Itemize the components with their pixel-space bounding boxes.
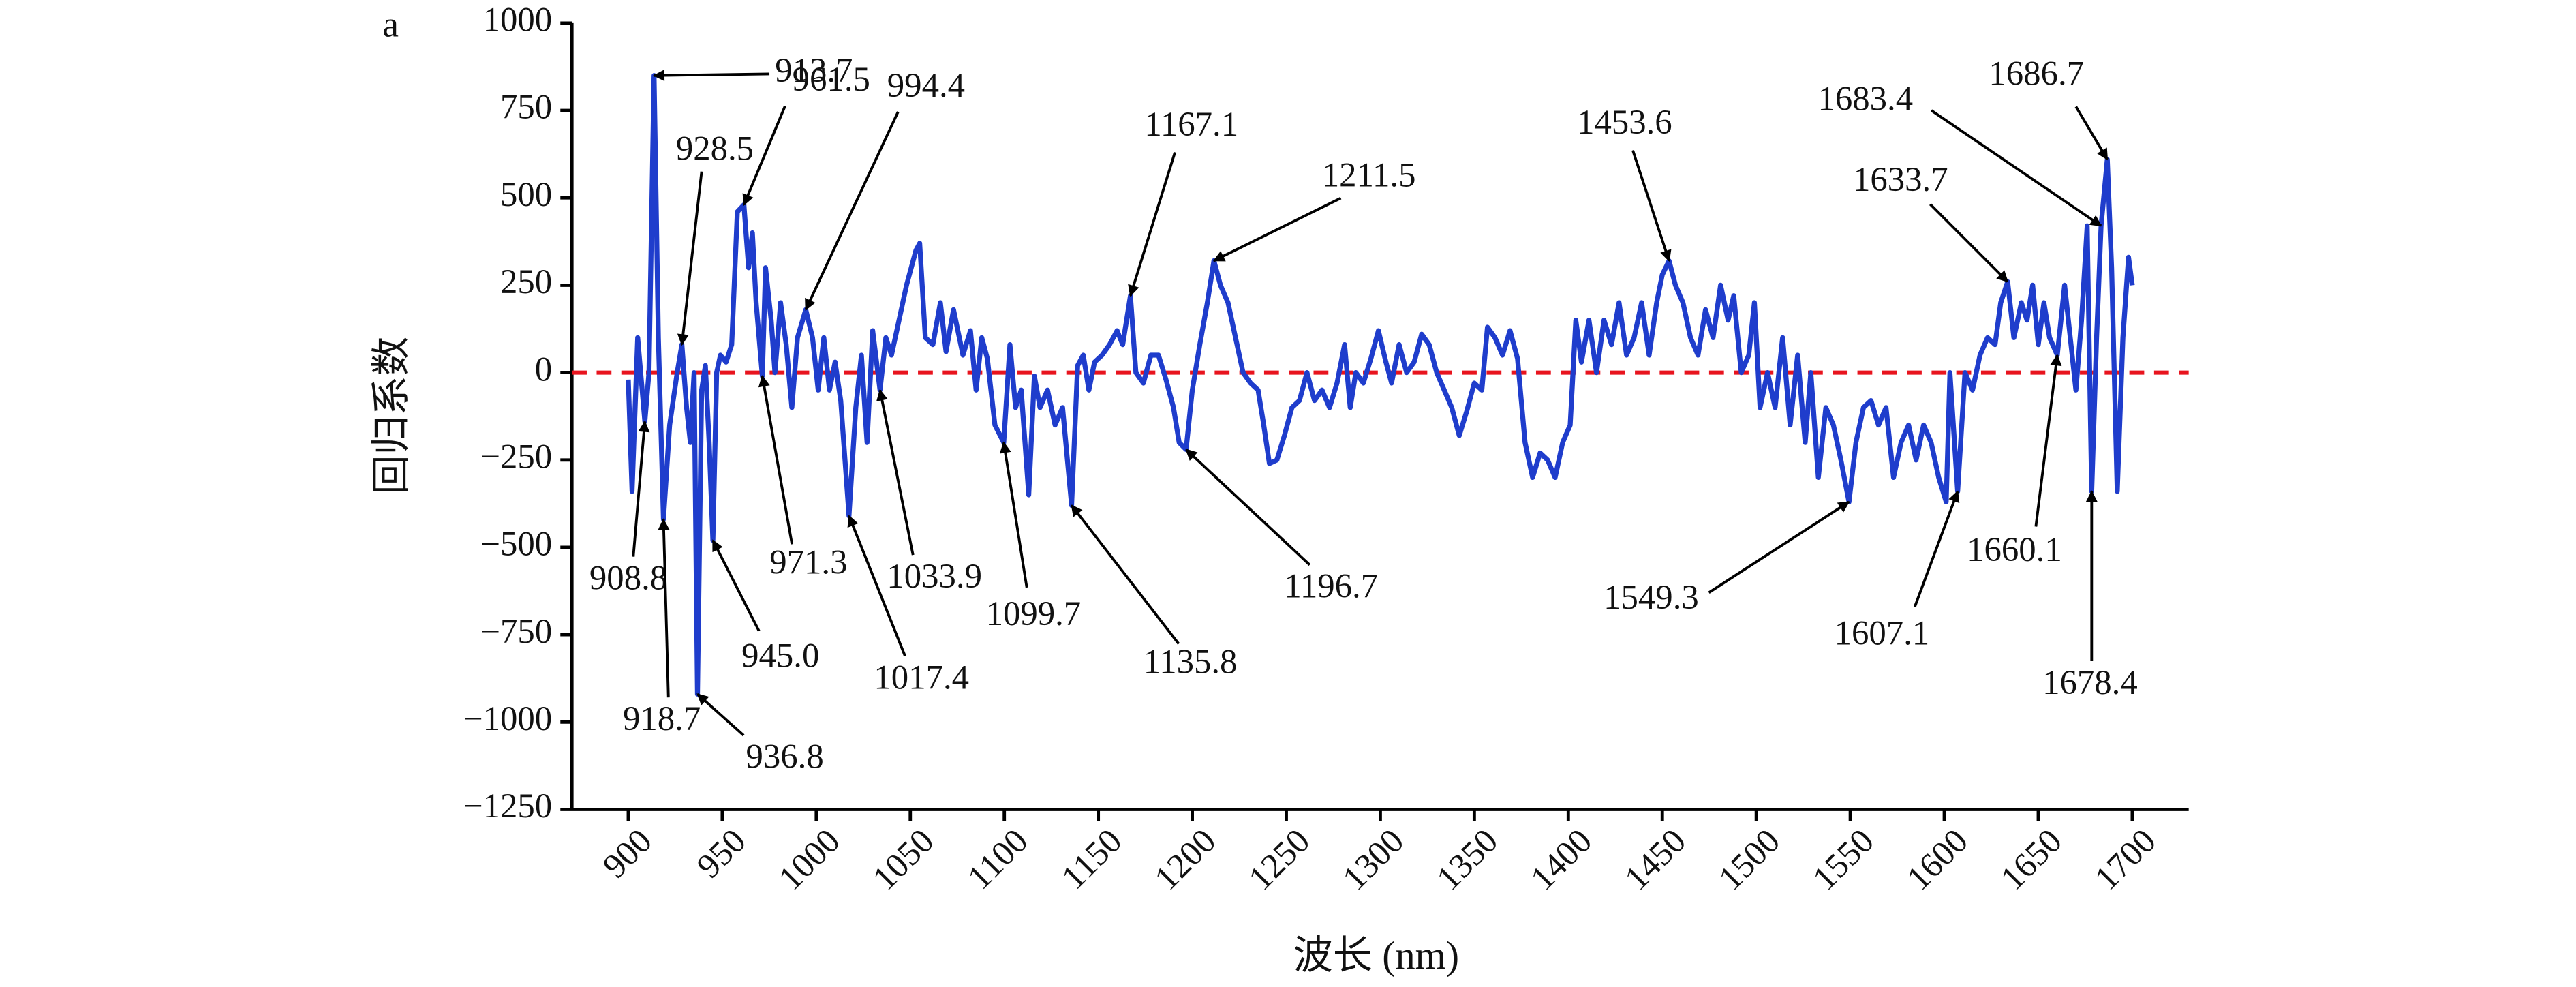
annotation-arrow xyxy=(1708,500,1850,594)
x-tick-label: 1400 xyxy=(1523,821,1599,897)
x-tick-label: 1200 xyxy=(1147,821,1223,897)
x-tick-label: 1600 xyxy=(1899,821,1975,897)
annotation-arrow xyxy=(1930,109,2102,227)
annotation-arrow xyxy=(847,515,906,657)
x-tick-label: 1500 xyxy=(1711,821,1787,897)
y-tick-label: −1000 xyxy=(463,699,552,738)
x-tick-label: 1350 xyxy=(1429,821,1505,897)
x-tick-label: 900 xyxy=(596,821,659,885)
annotation-label: 1678.4 xyxy=(2042,663,2138,701)
x-tick-label: 1450 xyxy=(1617,821,1693,897)
annotation-label: 936.8 xyxy=(746,738,824,776)
y-tick-label: 250 xyxy=(500,262,552,301)
annotation-arrow xyxy=(758,375,794,545)
annotation-label: 994.4 xyxy=(887,66,965,104)
y-tick-label: 1000 xyxy=(483,1,553,39)
annotation-arrow xyxy=(696,693,745,737)
panel-label: a xyxy=(382,4,399,44)
x-tick-label: 1300 xyxy=(1335,821,1411,897)
annotation-arrow xyxy=(658,518,670,698)
annotation-label: 1633.7 xyxy=(1853,160,1948,198)
annotation-label: 1660.1 xyxy=(1967,530,2062,568)
annotation-arrow xyxy=(2074,106,2109,161)
x-tick-label: 1250 xyxy=(1241,821,1317,897)
y-tick-label: −750 xyxy=(480,612,552,650)
coefficient-line xyxy=(626,73,2135,697)
annotation-arrow xyxy=(804,111,900,311)
annotation-label: 913.7 xyxy=(775,51,853,89)
annotation-label: 1549.3 xyxy=(1604,578,1699,616)
x-tick-label: 1650 xyxy=(1993,821,2069,897)
annotation-arrow xyxy=(876,389,915,556)
annotation-label: 928.5 xyxy=(676,129,754,167)
annotation-arrow xyxy=(632,420,650,557)
y-tick-label: −250 xyxy=(480,437,552,475)
annotation-label: 1453.6 xyxy=(1577,103,1672,141)
annotation-label: 1167.1 xyxy=(1144,105,1238,143)
y-tick-label: −1250 xyxy=(463,787,552,825)
annotation-arrow xyxy=(1212,196,1342,262)
annotation-arrow xyxy=(1913,490,1960,607)
annotation-label: 918.7 xyxy=(623,699,701,738)
annotation-label: 961.5 xyxy=(793,60,870,98)
x-tick-label: 950 xyxy=(689,821,752,885)
annotation-arrow xyxy=(1929,203,2009,283)
annotation-label: 1683.4 xyxy=(1818,80,1913,118)
annotation-label: 1607.1 xyxy=(1835,613,1930,652)
x-axis-label: 波长 (nm) xyxy=(1293,933,1459,977)
annotation-arrow xyxy=(711,539,761,632)
x-tick-label: 1700 xyxy=(2087,821,2163,897)
x-tick-label: 1000 xyxy=(771,821,846,897)
annotation-arrow xyxy=(1631,149,1672,262)
y-tick-label: 500 xyxy=(500,175,552,213)
y-tick-label: 0 xyxy=(535,350,552,388)
annotation-label: 1033.9 xyxy=(887,557,982,595)
y-axis-label: 回归系数 xyxy=(369,336,414,494)
x-tick-label: 1050 xyxy=(865,821,940,897)
annotation-label: 1017.4 xyxy=(874,658,969,696)
x-tick-label: 1100 xyxy=(960,821,1035,896)
annotation-arrow xyxy=(2034,354,2062,527)
annotation-label: 1135.8 xyxy=(1144,643,1238,681)
x-tick-label: 1550 xyxy=(1805,821,1881,897)
annotation-arrow xyxy=(677,171,703,346)
x-tick-label: 1150 xyxy=(1054,821,1129,896)
annotation-label: 971.3 xyxy=(769,543,847,581)
annotation-arrow xyxy=(1128,151,1176,297)
annotation-label: 908.8 xyxy=(589,559,667,597)
annotation-arrow xyxy=(1185,448,1311,566)
annotation-label: 1196.7 xyxy=(1284,567,1378,605)
y-tick-label: 750 xyxy=(500,88,552,126)
annotation-arrow xyxy=(653,70,770,82)
annotation-label: 945.0 xyxy=(741,636,819,674)
annotation-label: 1686.7 xyxy=(1989,55,2084,93)
annotation-label: 1099.7 xyxy=(986,594,1082,633)
annotation-arrow xyxy=(742,105,786,207)
annotation-arrow xyxy=(1070,504,1180,645)
annotation-arrow xyxy=(999,441,1028,588)
annotation-label: 1211.5 xyxy=(1322,155,1416,194)
y-tick-label: −500 xyxy=(480,525,552,563)
